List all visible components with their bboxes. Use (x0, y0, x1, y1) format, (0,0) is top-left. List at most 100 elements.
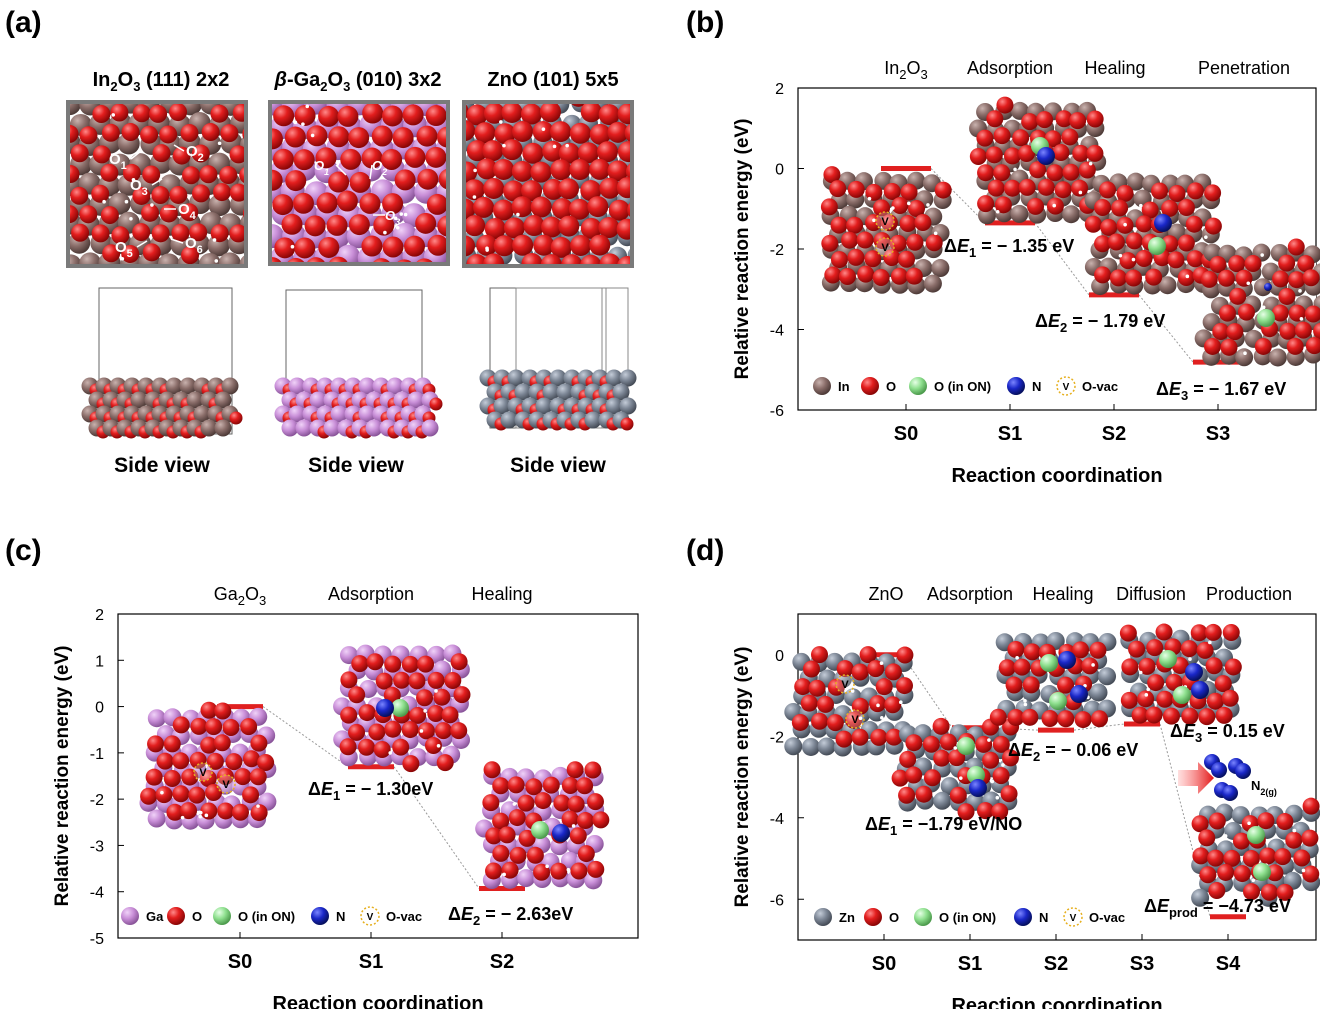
atom-O (589, 158, 611, 180)
atom-dot (1091, 663, 1095, 667)
atom-dot (872, 218, 876, 223)
atom-O (91, 184, 110, 203)
atom-In (214, 419, 232, 437)
atom-O (326, 214, 348, 236)
atom-O (551, 198, 573, 220)
atom-O (250, 804, 268, 822)
atom-O (598, 104, 620, 126)
y-tick-label: 0 (775, 648, 784, 665)
atom-O (624, 123, 630, 143)
vacancy-marker (875, 211, 895, 231)
atom-O (900, 183, 918, 201)
atom-O (180, 124, 199, 143)
site-pointer (130, 150, 142, 160)
atom-O (229, 145, 244, 164)
atom-dot (434, 689, 438, 693)
atom-O (821, 234, 839, 252)
product-label: N2(g) (1251, 778, 1277, 797)
atom-O (1012, 129, 1030, 147)
atom-O (932, 717, 950, 735)
site-pointer (335, 164, 347, 176)
atom-O (996, 96, 1014, 114)
atom-O (541, 216, 563, 238)
x-tick-label: S1 (359, 951, 383, 973)
atom-O (923, 769, 941, 787)
atom-In (1062, 205, 1081, 224)
atom-Ga (517, 869, 536, 888)
atom-O (1198, 829, 1216, 847)
atom-In (1010, 204, 1029, 223)
atom-In (179, 377, 197, 395)
structure-inset (139, 701, 277, 830)
atom-dot (1001, 763, 1005, 767)
legend-label: O-vac (1089, 910, 1125, 925)
atom-O (100, 206, 119, 225)
atom-dot (990, 779, 995, 784)
atom-O (898, 250, 916, 268)
legend-label: O (886, 379, 896, 394)
atom-dot (541, 127, 546, 131)
atom-dot (1299, 317, 1304, 321)
atom-O (219, 166, 238, 185)
atom-O (1302, 865, 1320, 883)
atom-Zn (549, 369, 567, 387)
atom-O (1027, 197, 1045, 215)
stage-label: ZnO (868, 584, 903, 604)
atom-dot (102, 199, 106, 204)
atom-O (199, 165, 218, 184)
atom-O (1313, 322, 1320, 340)
in2o3-site-labels: O1 O2 O3 O4 O5 O6 (109, 143, 204, 260)
atom-O (1125, 269, 1143, 287)
atom-O (570, 862, 588, 880)
atom-O (213, 734, 231, 752)
atom-O (905, 766, 923, 784)
legend-swatch-ON (213, 907, 231, 925)
atom-dot (419, 729, 424, 733)
atom-O (132, 186, 151, 205)
atom-O (875, 678, 893, 696)
atom-dot (217, 141, 222, 146)
atom-O (1177, 199, 1195, 217)
atom-O (851, 663, 869, 681)
atom-O (576, 777, 594, 795)
atom-O (392, 738, 410, 756)
atom-O (838, 268, 856, 286)
atom-ON (1257, 309, 1275, 327)
atom-O (530, 161, 552, 183)
atom-O (348, 214, 370, 236)
atom-O (1191, 815, 1209, 833)
atom-dot (485, 246, 489, 251)
atom-O (1099, 181, 1117, 199)
atom-O (1294, 321, 1312, 339)
atom-O (587, 196, 609, 218)
atom-O (550, 121, 572, 143)
atom-O (1222, 624, 1240, 642)
atom-O (1005, 676, 1023, 694)
y-tick-label: -2 (90, 792, 104, 809)
atom-O (530, 196, 552, 218)
atom-O (518, 829, 536, 847)
atom-O (483, 253, 505, 264)
atom-O (417, 655, 435, 673)
x-tick-label: S1 (958, 953, 982, 975)
atom-O (824, 266, 842, 284)
atom-O (597, 141, 619, 163)
atom-O (1141, 201, 1159, 219)
atom-dot (436, 743, 441, 748)
atom-O (810, 646, 828, 664)
atom-O (1151, 182, 1169, 200)
atom-O (212, 183, 231, 202)
atom-O (287, 257, 305, 262)
atom-dot (198, 810, 203, 815)
atom-O (865, 183, 883, 201)
atom-dot (256, 804, 260, 808)
x-tick-label: S3 (1206, 423, 1230, 445)
atom-O (1168, 184, 1186, 202)
atom-Zn (507, 369, 525, 387)
atom-O (393, 671, 411, 689)
atom-O (485, 827, 503, 845)
atom-O (891, 769, 909, 787)
atom-O (1302, 269, 1320, 287)
atom-O (1287, 238, 1305, 256)
atom-O (1128, 640, 1146, 658)
